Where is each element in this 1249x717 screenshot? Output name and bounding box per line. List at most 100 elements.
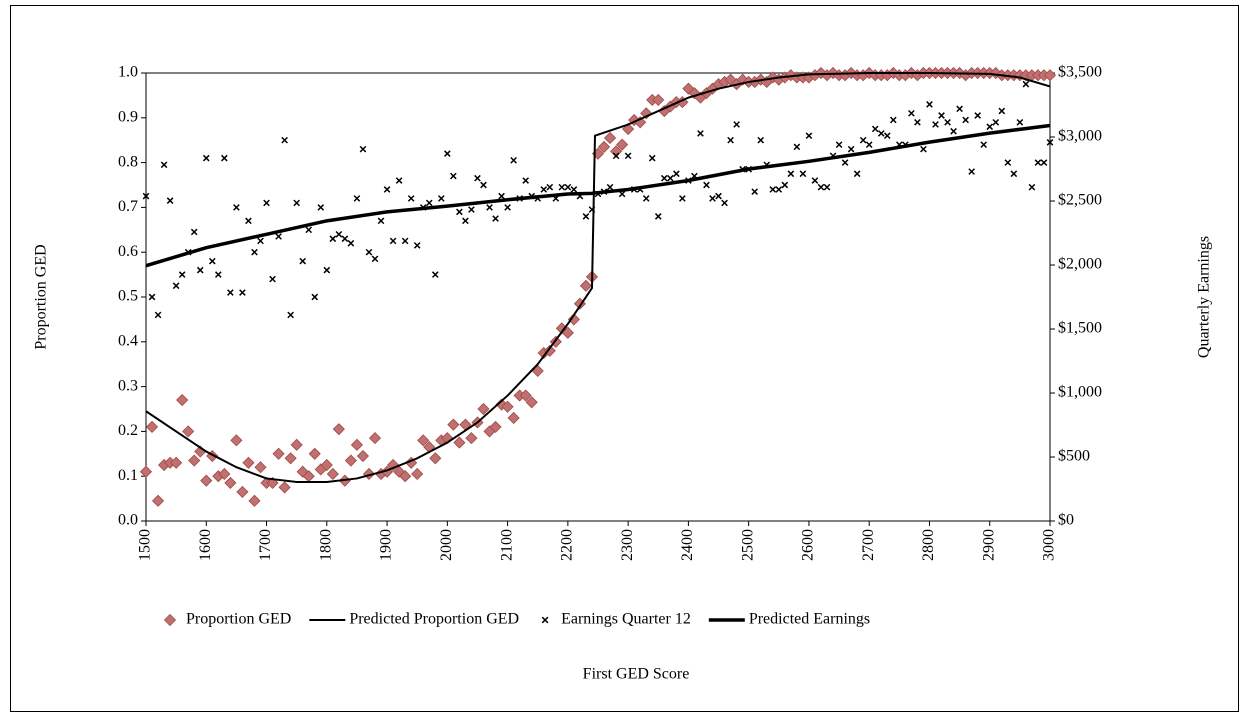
x-marker	[660, 174, 668, 182]
x-marker	[208, 257, 216, 265]
x-marker	[883, 132, 891, 140]
x-marker	[311, 293, 319, 301]
y2-tick-label: $3,000	[1058, 128, 1102, 145]
diamond-marker	[320, 458, 333, 472]
x-marker	[938, 112, 945, 119]
x-marker	[944, 118, 951, 126]
legend-item: Predicted Earnings	[708, 611, 870, 628]
y-tick-label: 0.7	[118, 198, 138, 215]
x-marker	[757, 136, 765, 144]
diamond-marker	[610, 145, 623, 158]
diamond-marker	[411, 467, 424, 481]
x-tick-label: 1600	[197, 529, 214, 561]
x-marker	[365, 248, 373, 256]
x-tick-label: 2100	[498, 529, 515, 561]
y-tick-label: 0.6	[118, 243, 138, 260]
x-marker	[841, 159, 849, 166]
x-tick-label: 1700	[257, 529, 274, 561]
legend-item: Predicted Proportion GED	[309, 611, 519, 628]
x-marker	[932, 121, 939, 128]
x-marker	[654, 213, 662, 220]
x-marker	[269, 275, 276, 283]
x-marker	[335, 230, 343, 238]
x-tick-label: 2300	[619, 529, 636, 561]
x-marker	[305, 226, 313, 234]
diamond-marker	[501, 400, 514, 413]
x-marker	[950, 127, 957, 135]
diamond-marker	[616, 138, 629, 151]
x-marker	[257, 237, 264, 245]
x-tick-label: 2600	[800, 529, 817, 561]
x-marker	[805, 132, 813, 140]
x-marker	[323, 266, 331, 274]
y-tick-label: 0.1	[118, 467, 138, 484]
x-marker	[486, 204, 493, 211]
diamond-marker	[597, 140, 611, 153]
x-marker	[329, 235, 337, 243]
diamond-marker	[549, 335, 562, 348]
x-marker	[775, 186, 783, 193]
x-marker	[781, 181, 789, 189]
chart-border	[10, 5, 1239, 712]
y-tick-label: 0.8	[118, 153, 138, 170]
x-marker	[347, 239, 355, 247]
x-marker	[341, 235, 349, 243]
y2-tick-label: $2,500	[1058, 192, 1102, 209]
x-tick-label: 1800	[317, 529, 334, 561]
x-marker	[618, 190, 626, 198]
y-tick-label: 0.9	[118, 108, 138, 125]
x-tick-label: 2800	[920, 529, 937, 561]
x-marker	[251, 248, 258, 256]
diamond-marker	[272, 447, 285, 460]
x-marker	[859, 136, 867, 144]
x-marker	[431, 271, 439, 278]
y2-tick-label: $1,500	[1058, 320, 1102, 337]
diamond-marker	[278, 481, 291, 494]
y-tick-label: 0.4	[118, 332, 138, 349]
x-marker	[492, 215, 499, 222]
diamond-marker	[254, 461, 267, 474]
x-marker	[239, 289, 246, 296]
x-tick-label: 2200	[559, 529, 576, 561]
x-marker	[317, 204, 325, 211]
x-marker	[558, 183, 566, 191]
diamond-marker	[465, 432, 478, 445]
x-marker	[233, 204, 240, 211]
diamond-marker	[308, 447, 321, 460]
x-marker	[437, 195, 445, 202]
diamond-marker	[230, 434, 243, 447]
legend-label: Earnings Quarter 12	[561, 611, 691, 628]
line	[145, 72, 1051, 484]
x-marker	[395, 177, 403, 184]
diamond-marker	[1043, 69, 1057, 82]
diamond-marker	[326, 467, 339, 481]
diamond-marker	[561, 326, 574, 339]
diamond-marker	[224, 476, 237, 489]
diamond-marker	[447, 418, 460, 431]
x-marker	[401, 237, 409, 245]
diamond-marker	[344, 454, 357, 467]
x-marker	[263, 199, 270, 207]
x-marker	[456, 208, 463, 216]
x-marker	[871, 125, 879, 133]
x-marker	[1022, 80, 1030, 88]
x-marker	[727, 136, 734, 144]
x-marker	[142, 192, 150, 200]
x-marker	[606, 183, 614, 191]
x-marker	[275, 233, 282, 240]
x-marker	[172, 282, 180, 290]
x-marker	[1004, 159, 1012, 166]
diamond-marker	[236, 485, 249, 498]
diamond-marker	[525, 396, 538, 409]
x-marker	[474, 174, 481, 182]
diamond-marker	[567, 313, 580, 326]
diamond-marker	[399, 470, 412, 483]
y2-tick-label: $3,500	[1058, 64, 1102, 81]
legend-label: Predicted Proportion GED	[349, 611, 519, 628]
x-marker	[715, 192, 722, 200]
x-marker	[877, 130, 885, 137]
diamond-marker	[543, 344, 556, 357]
y2-axis-title: Quarterly Earnings	[1196, 236, 1213, 358]
diamond-marker	[603, 131, 617, 145]
x-marker	[425, 199, 433, 207]
